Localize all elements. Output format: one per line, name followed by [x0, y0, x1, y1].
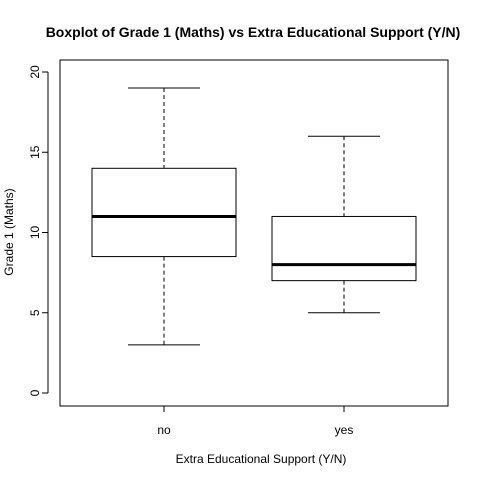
chart-title: Boxplot of Grade 1 (Maths) vs Extra Educ… — [46, 24, 461, 40]
box-yes — [271, 135, 417, 314]
boxes-group — [91, 87, 417, 346]
y-tick-label: 20 — [28, 65, 42, 79]
y-axis: 0 5 10 15 20 — [28, 65, 49, 396]
x-tick-label: yes — [335, 423, 354, 437]
box-no — [91, 87, 237, 346]
iqr-box — [271, 215, 417, 282]
x-tick-label: no — [157, 423, 171, 437]
y-tick-label: 0 — [28, 389, 42, 396]
y-tick-label: 10 — [28, 226, 42, 240]
iqr-box — [91, 167, 237, 258]
y-tick-label: 15 — [28, 145, 42, 159]
y-axis-label: Grade 1 (Maths) — [2, 188, 16, 275]
y-tick-label: 5 — [28, 309, 42, 316]
x-axis: no yes — [157, 405, 354, 437]
x-axis-label: Extra Educational Support (Y/N) — [176, 452, 347, 466]
